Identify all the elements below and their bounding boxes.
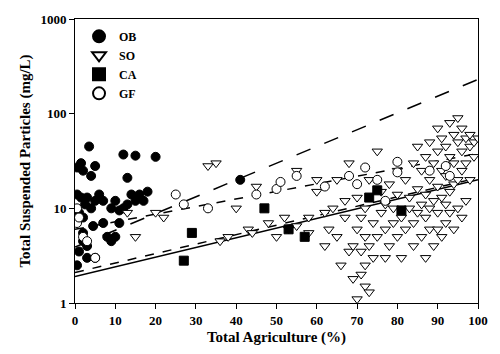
svg-text:90: 90: [431, 313, 444, 328]
svg-text:OB: OB: [119, 30, 136, 44]
svg-text:60: 60: [310, 313, 323, 328]
svg-text:10: 10: [53, 201, 66, 216]
svg-text:70: 70: [351, 313, 364, 328]
svg-text:10: 10: [109, 313, 122, 328]
svg-text:CA: CA: [119, 68, 137, 82]
svg-text:20: 20: [149, 313, 162, 328]
svg-text:100: 100: [468, 313, 488, 328]
svg-text:100: 100: [47, 106, 67, 121]
svg-text:Total Suspended Particles (mg/: Total Suspended Particles (mg/L): [17, 54, 34, 267]
svg-text:40: 40: [230, 313, 243, 328]
svg-text:30: 30: [189, 313, 202, 328]
svg-text:SO: SO: [119, 49, 135, 63]
svg-text:GF: GF: [119, 87, 136, 101]
svg-text:50: 50: [270, 313, 283, 328]
svg-text:0: 0: [72, 313, 79, 328]
svg-text:1000: 1000: [40, 12, 66, 27]
svg-text:80: 80: [391, 313, 404, 328]
svg-text:Total Agriculture (%): Total Agriculture (%): [207, 329, 346, 346]
svg-text:1: 1: [60, 296, 67, 311]
